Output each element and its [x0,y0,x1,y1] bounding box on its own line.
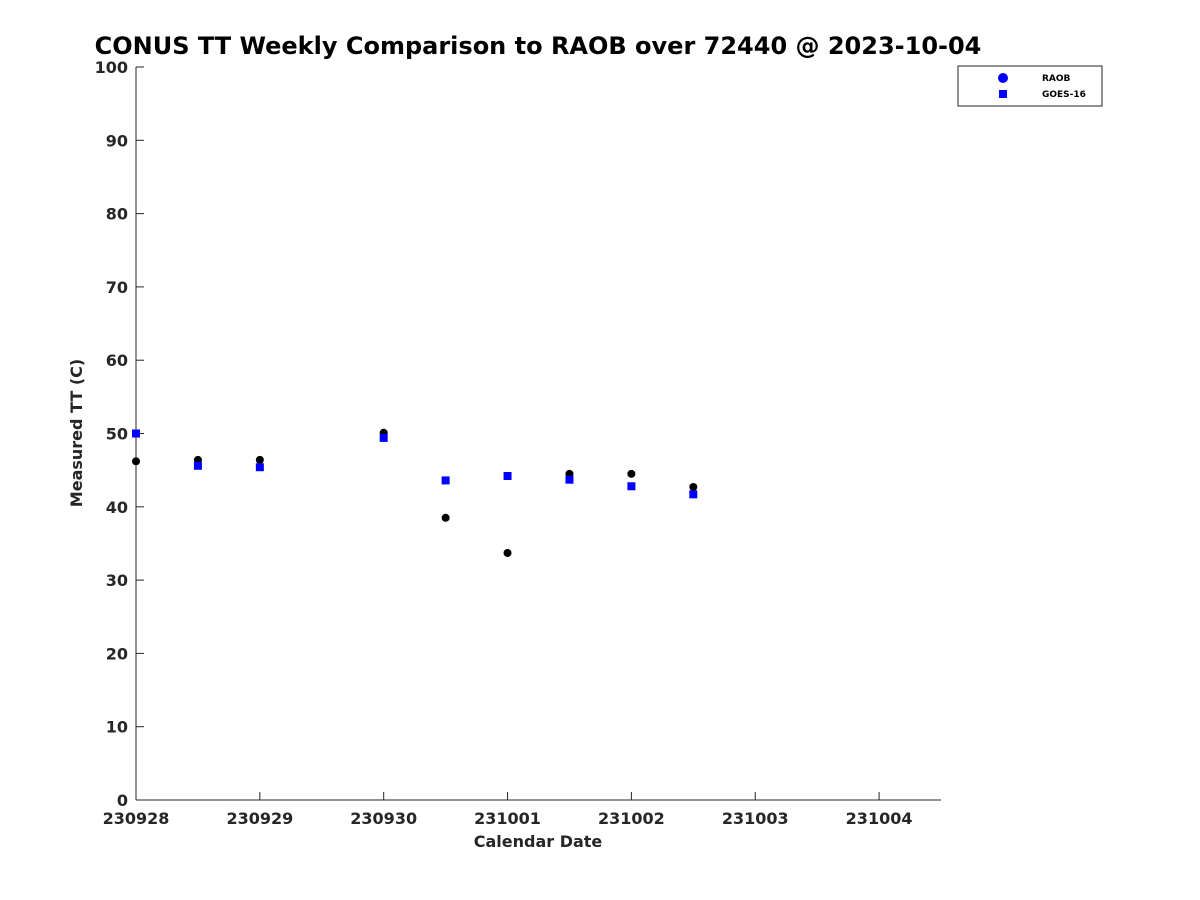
goes-16-point [255,463,264,472]
y-tick-label: 60 [106,351,128,370]
axes [135,67,941,801]
goes-16-point [379,433,388,442]
raob-point [441,513,450,522]
y-tick-label: 30 [106,571,128,590]
chart-title: CONUS TT Weekly Comparison to RAOB over … [95,32,982,60]
legend: RAOB GOES-16 [957,65,1103,107]
legend-label-raob: RAOB [1042,74,1071,84]
y-tick-label: 100 [95,58,128,77]
x-tick-label: 231001 [474,809,541,828]
x-tick-label: 230930 [350,809,417,828]
y-tick-label: 20 [106,644,128,663]
y-tick-label: 90 [106,131,128,150]
x-axis-label: Calendar Date [474,832,603,851]
x-tick-label: 231003 [722,809,789,828]
legend-marker-goes-16 [999,90,1007,98]
goes-16-point [565,475,574,484]
legend-marker-raob [998,73,1008,83]
goes-16-point [503,472,512,481]
raob-point [503,548,512,557]
x-tick-label: 231002 [598,809,665,828]
y-tick-label: 80 [106,205,128,224]
raob-point [255,455,264,464]
y-tick-label: 50 [106,425,128,444]
goes-16-point [132,429,140,438]
goes-16-point [193,461,202,470]
y-axis-ticks: 0 10 20 30 40 50 60 70 80 90 100 [95,58,144,810]
goes-16-point [689,490,698,499]
x-tick-label: 230929 [226,809,293,828]
y-tick-label: 70 [106,278,128,297]
raob-point [627,469,636,478]
goes-16-point [441,476,450,485]
x-tick-label: 230928 [103,809,170,828]
goes-16-point [627,482,636,491]
y-tick-label: 10 [106,718,128,737]
raob-point [132,457,140,466]
legend-label-goes-16: GOES-16 [1042,90,1086,100]
data-points [132,428,698,557]
raob-point [689,483,698,492]
x-tick-label: 231004 [846,809,913,828]
y-tick-label: 0 [117,791,128,810]
y-axis-label: Measured TT (C) [67,359,86,507]
y-tick-label: 40 [106,498,128,517]
legend-box [957,65,1103,107]
x-axis-ticks: 230928 230929 230930 231001 231002 231003 2310… [103,792,913,828]
